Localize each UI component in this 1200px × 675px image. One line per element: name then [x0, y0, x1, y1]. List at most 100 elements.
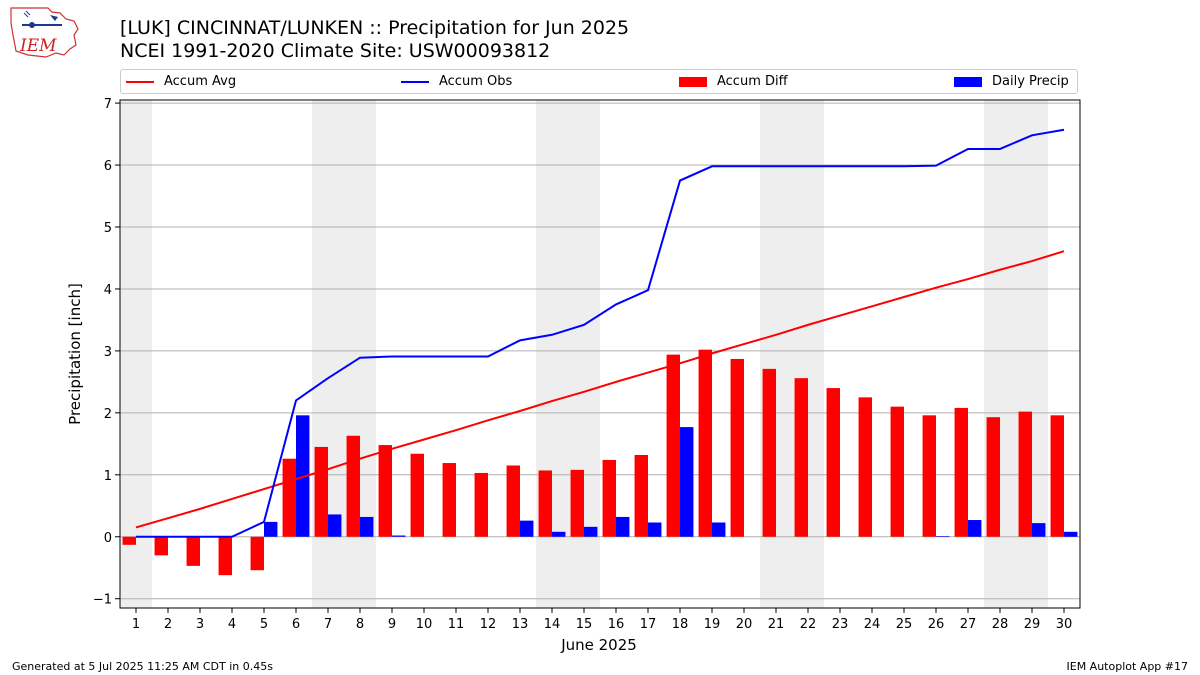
accum-diff-bar	[762, 368, 776, 537]
x-tick-label: 27	[960, 617, 977, 632]
iem-logo: IEM	[10, 7, 79, 58]
y-tick-label: −1	[93, 593, 112, 608]
chart-subtitle: NCEI 1991-2020 Climate Site: USW00093812	[120, 40, 551, 62]
x-tick-label: 6	[292, 617, 300, 632]
accum-diff-bar	[314, 446, 328, 537]
accum-obs-line	[136, 128, 1065, 538]
accum-diff-bar	[634, 454, 648, 537]
x-axis-ticks: 1 2 3 4 5 6 7 8 9 10 11 12 13 14 15 16 17 18 19 20 21 22 23 24 2…	[132, 608, 1072, 632]
legend-item-accum-obs: Accum Obs	[401, 70, 512, 93]
x-tick-label: 11	[448, 617, 465, 632]
x-tick-label: 7	[324, 617, 332, 632]
grid-lines	[120, 102, 1080, 600]
y-tick-label: 2	[104, 407, 112, 422]
x-tick-label: 5	[260, 617, 268, 632]
y-tick-label: 1	[104, 469, 112, 484]
accum-diff-bar	[186, 536, 200, 566]
legend-label: Accum Diff	[717, 74, 788, 89]
x-tick-label: 16	[608, 617, 625, 632]
y-tick-label: 7	[104, 97, 112, 112]
x-tick-label: 18	[672, 617, 689, 632]
accum-diff-bar	[986, 417, 1000, 537]
legend-swatch	[679, 76, 707, 87]
accum-diff-bar	[538, 470, 552, 537]
x-tick-label: 2	[164, 617, 172, 632]
accum-diff-bar	[794, 378, 808, 537]
x-tick-label: 4	[228, 617, 236, 632]
daily-precip-bar	[1064, 531, 1078, 537]
accum-diff-bar	[122, 536, 136, 545]
x-tick-label: 8	[356, 617, 364, 632]
legend-label: Accum Obs	[439, 74, 513, 89]
accum-diff-bar	[474, 472, 488, 537]
x-tick-label: 10	[416, 617, 433, 632]
legend-item-daily-precip: Daily Precip	[954, 70, 1069, 93]
y-axis-label: Precipitation [inch]	[66, 283, 84, 425]
daily-precip-bar	[328, 514, 342, 537]
y-tick-label: 0	[104, 531, 112, 546]
legend-label: Accum Avg	[164, 74, 237, 89]
accum-avg-line	[135, 250, 1065, 529]
accum-diff-bar	[250, 536, 264, 571]
x-tick-label: 1	[132, 617, 140, 632]
legend-swatch	[126, 80, 154, 83]
accum-diff-bar	[442, 463, 456, 537]
legend-swatch	[401, 80, 429, 83]
x-tick-label: 30	[1056, 617, 1073, 632]
weekend-band	[120, 100, 152, 608]
accum-diff-bar	[154, 536, 168, 556]
daily-precip-bar	[520, 520, 534, 537]
chart-title: [LUK] CINCINNAT/LUNKEN :: Precipitation …	[120, 17, 630, 39]
daily-precip-bar	[552, 531, 566, 537]
x-tick-label: 21	[768, 617, 785, 632]
legend-swatch	[954, 76, 982, 87]
accum-diff-bar	[826, 388, 840, 537]
x-tick-label: 12	[480, 617, 497, 632]
bar-series	[122, 349, 1078, 576]
x-tick-label: 20	[736, 617, 753, 632]
accum-diff-bar	[218, 536, 232, 576]
accum-diff-bar	[922, 415, 936, 537]
daily-precip-bar	[712, 522, 726, 537]
chart-legend: Accum Avg Accum Obs Accum Diff Daily Pre…	[120, 69, 1078, 94]
logo-text: IEM	[19, 36, 57, 56]
accum-diff-bar	[730, 358, 744, 537]
x-tick-label: 15	[576, 617, 593, 632]
accum-diff-bar	[346, 435, 360, 537]
daily-precip-bar	[648, 522, 662, 537]
accum-diff-bar	[410, 453, 424, 537]
daily-precip-bar	[392, 535, 406, 537]
daily-precip-bar	[616, 516, 630, 537]
legend-item-accum-diff: Accum Diff	[679, 70, 788, 93]
line-series	[135, 128, 1065, 538]
plot-frame	[119, 99, 1081, 609]
x-tick-label: 14	[544, 617, 561, 632]
accum-diff-bar	[282, 458, 296, 537]
y-tick-label: 6	[104, 159, 112, 174]
app-credit: IEM Autoplot App #17	[1066, 660, 1189, 673]
x-tick-label: 22	[800, 617, 817, 632]
x-axis-label: June 2025	[560, 636, 637, 654]
daily-precip-bar	[968, 520, 982, 537]
generated-timestamp: Generated at 5 Jul 2025 11:25 AM CDT in …	[12, 660, 273, 673]
x-tick-label: 23	[832, 617, 849, 632]
legend-label: Daily Precip	[992, 74, 1069, 89]
legend-item-accum-avg: Accum Avg	[126, 70, 236, 93]
x-tick-label: 19	[704, 617, 721, 632]
x-tick-label: 13	[512, 617, 529, 632]
x-tick-label: 9	[388, 617, 396, 632]
accum-diff-bar	[570, 469, 584, 537]
y-tick-label: 4	[104, 283, 112, 298]
x-tick-label: 24	[864, 617, 881, 632]
daily-precip-bar	[1032, 523, 1046, 537]
x-tick-label: 29	[1024, 617, 1041, 632]
daily-precip-bar	[264, 521, 278, 537]
accum-diff-bar	[602, 459, 616, 537]
x-tick-label: 28	[992, 617, 1009, 632]
x-tick-label: 3	[196, 617, 204, 632]
y-tick-label: 5	[104, 221, 112, 236]
accum-diff-bar	[890, 406, 904, 537]
accum-diff-bar	[954, 407, 968, 537]
x-tick-label: 17	[640, 617, 657, 632]
